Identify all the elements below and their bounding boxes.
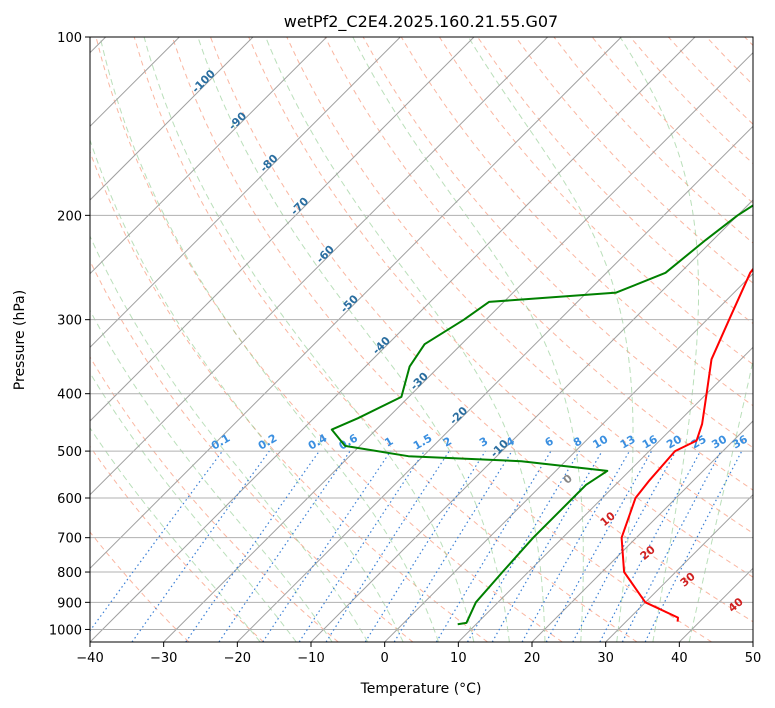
moist-adiabat-line — [143, 37, 475, 642]
isotherm-line — [90, 37, 696, 642]
moist-adiabat-line — [197, 37, 510, 642]
isotherm-line — [90, 37, 328, 275]
mixing-ratio-line — [298, 450, 425, 642]
moist-adiabat-line — [688, 358, 753, 642]
moist-adiabat-line — [90, 138, 404, 642]
dry-adiabat-line — [171, 37, 712, 642]
profile-series — [330, 204, 753, 626]
y-axis-ticks: 100 200 300 400 500 600 700 800 900 1000 — [49, 31, 90, 638]
mixing-ratio-line — [325, 450, 450, 642]
isotherm-line — [90, 37, 475, 422]
x-tick-label: 0 — [381, 651, 389, 666]
moist-adiabat-line — [265, 37, 546, 642]
moist-adiabat-line — [619, 37, 699, 642]
x-tick-label: −30 — [150, 651, 177, 666]
x-tick-label: 40 — [671, 651, 688, 666]
x-tick-label: −10 — [297, 651, 324, 666]
dry-adiabat-line — [438, 37, 753, 366]
moist-adiabat-line — [99, 37, 439, 642]
x-tick-label: 10 — [450, 651, 467, 666]
isotherm-line — [605, 493, 753, 642]
x-tick-label: 30 — [597, 651, 614, 666]
moist-adiabat-line — [90, 309, 333, 642]
y-tick-label: 600 — [57, 492, 82, 507]
isotherm-line — [236, 125, 753, 642]
dewpoint-profile-line — [330, 204, 753, 626]
dry-adiabat-line — [90, 150, 488, 642]
y-tick-label: 800 — [57, 566, 82, 581]
x-axis-ticks: −40 −30 −20 −10 0 10 20 30 40 50 — [76, 642, 761, 666]
y-tick-label: 700 — [57, 532, 82, 547]
y-tick-label: 500 — [57, 445, 82, 460]
mixing-ratio-line — [393, 450, 513, 642]
isotherm-line — [90, 37, 401, 349]
dry-adiabat-line — [248, 37, 753, 578]
y-axis-title: Pressure (hPa) — [12, 290, 28, 390]
isotherm-line — [90, 37, 254, 201]
background-lines — [90, 37, 753, 642]
mixing-ratio-line — [262, 450, 392, 642]
y-tick-label: 100 — [57, 31, 82, 46]
moist-adiabat-line — [90, 235, 369, 642]
dry-adiabat-line — [95, 37, 563, 642]
mixing-ratio-line — [466, 450, 580, 642]
y-tick-label: 1000 — [49, 623, 82, 638]
x-tick-label: 20 — [524, 651, 541, 666]
isotherm-line — [90, 37, 549, 496]
isotherm-line — [310, 199, 753, 642]
dry-adiabat-line — [400, 37, 753, 407]
y-tick-label: 200 — [57, 209, 82, 224]
mixing-ratio-line — [435, 450, 552, 642]
moist-adiabat-line — [90, 427, 261, 642]
mixing-ratio-line — [599, 450, 702, 642]
y-tick-label: 900 — [57, 596, 82, 611]
chart-title: wetPf2_C2E4.2025.160.21.55.G07 — [284, 12, 558, 32]
mixing-ratio-line — [364, 450, 486, 642]
moist-adiabat-line — [90, 371, 297, 642]
y-tick-label: 300 — [57, 314, 82, 329]
x-axis-title: Temperature (°C) — [360, 681, 482, 697]
temperature-profile-line — [620, 267, 753, 622]
dry-adiabat-line — [515, 37, 753, 284]
x-tick-label: −40 — [76, 651, 103, 666]
isotherm-line — [163, 51, 753, 642]
x-tick-label: −20 — [224, 651, 251, 666]
mixing-ratio-line — [218, 450, 351, 642]
x-tick-label: 50 — [745, 651, 762, 666]
isotherm-line — [90, 37, 622, 570]
isotherm-line — [531, 420, 753, 642]
isotherm-line — [457, 346, 753, 642]
dry-adiabat-line — [133, 37, 638, 642]
mixing-ratio-line — [572, 450, 677, 642]
plot-frame — [89, 36, 754, 643]
isotherm-line — [384, 272, 753, 642]
y-tick-label: 400 — [57, 388, 82, 403]
mixing-ratio-line — [185, 450, 320, 642]
moist-adiabat-line — [352, 37, 584, 642]
dry-adiabat-line — [90, 445, 264, 642]
dry-adiabat-line — [210, 37, 753, 623]
dry-adiabat-line — [90, 531, 190, 642]
